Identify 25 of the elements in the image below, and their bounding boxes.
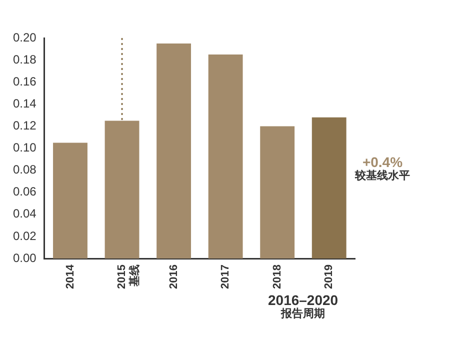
y-tick-label: 0.12 [12, 118, 37, 133]
bar [260, 126, 295, 259]
bar [208, 54, 243, 259]
annotation: +0.4% 较基线水平 [355, 154, 410, 183]
x-tick-label: 2016 [168, 264, 180, 290]
y-tick-label: 0.00 [12, 250, 37, 265]
y-tick-label: 0.04 [12, 206, 37, 221]
bar [156, 44, 192, 259]
y-tick-label: 0.02 [12, 228, 37, 243]
y-tick-label: 0.18 [12, 52, 37, 66]
y-tick-label: 0.14 [12, 96, 37, 110]
y-tick-label: 0.08 [12, 162, 37, 177]
text: 2016–2020 报告周期 [268, 292, 338, 321]
x-tick-label: 2015 基线 [116, 264, 142, 290]
bar [104, 120, 140, 259]
x-tick-label: 2018 [271, 264, 284, 290]
y-tick-label: 0.10 [12, 140, 37, 155]
x-tick-label: 2017 [220, 264, 232, 290]
bar [53, 142, 88, 259]
y-tick-label: 0.20 [12, 30, 37, 44]
x-tick-label: 2019 [323, 264, 336, 290]
bar [312, 117, 346, 259]
x-tick-label: 2014 [64, 264, 76, 290]
y-tick-label: 0.16 [12, 74, 37, 88]
y-tick-label: 0.06 [12, 184, 37, 199]
